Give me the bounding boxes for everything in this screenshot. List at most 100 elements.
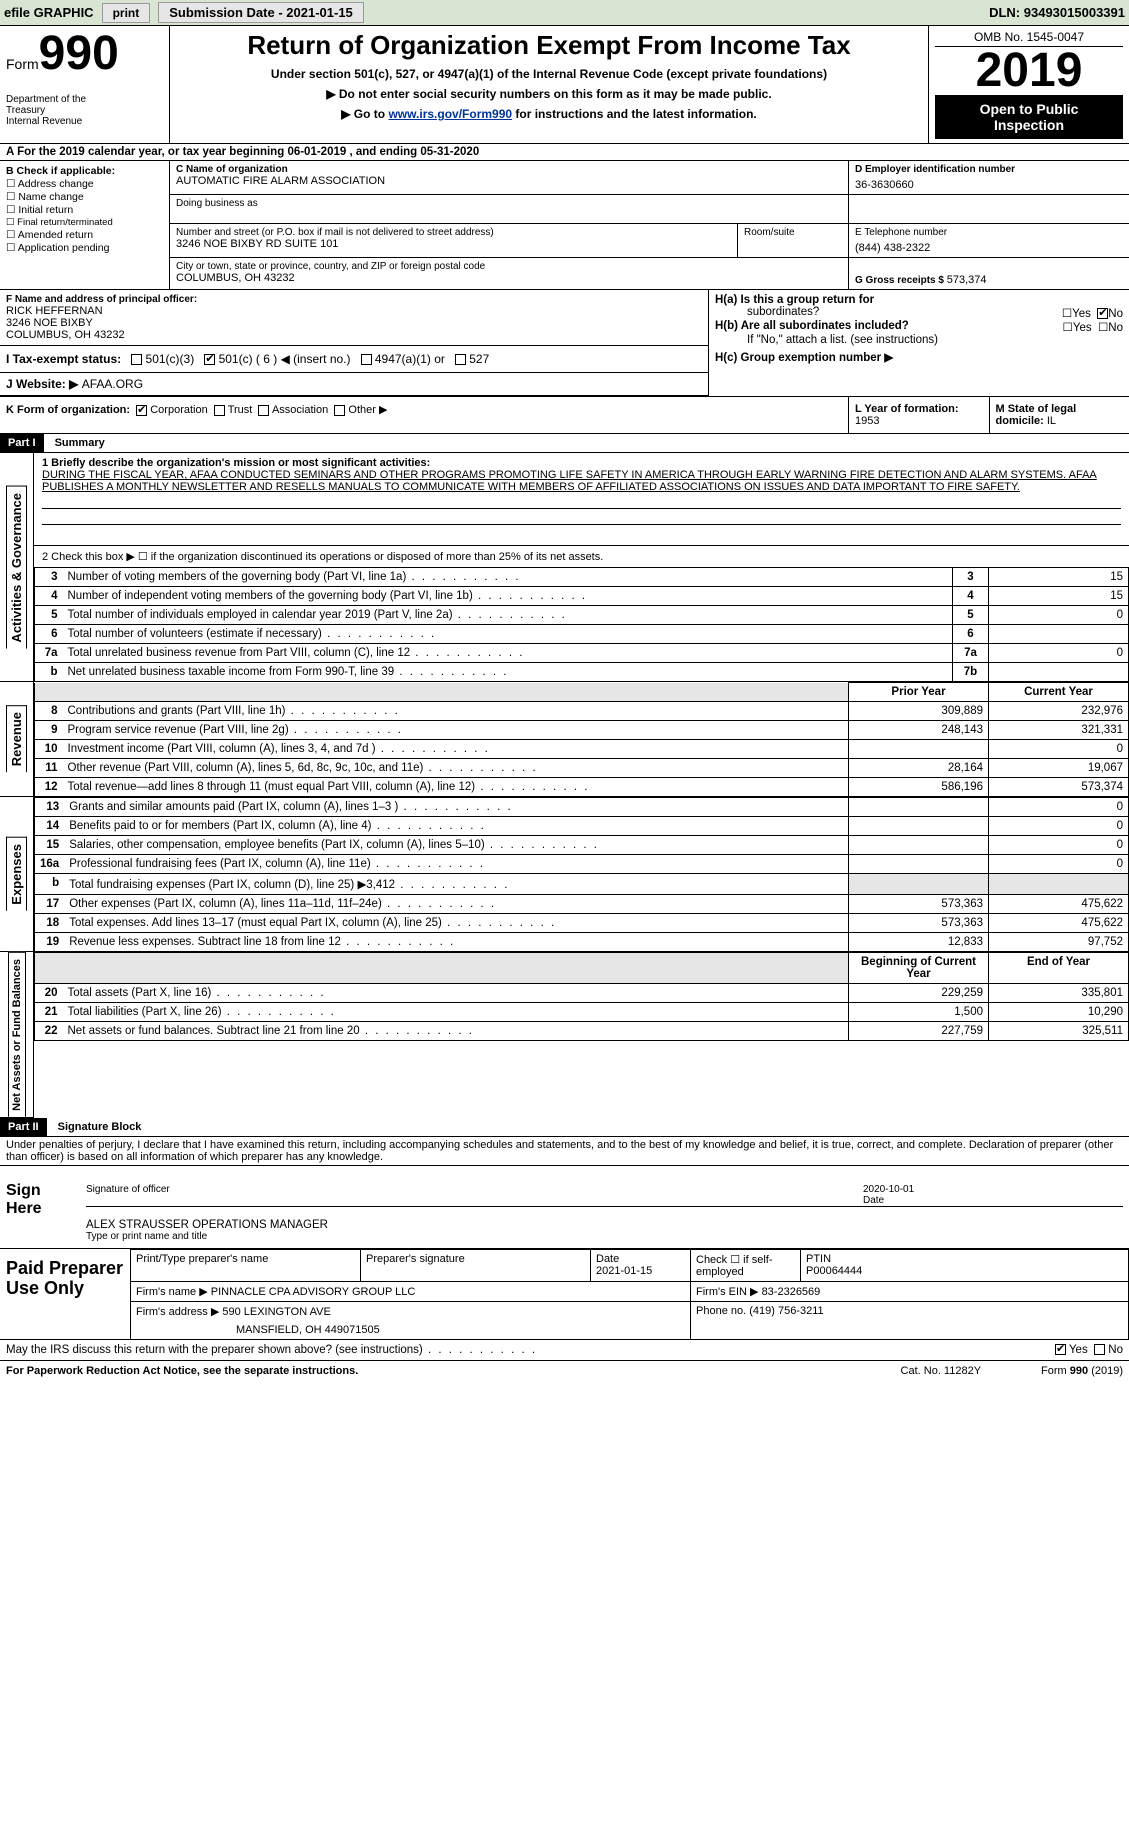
room-suite-lbl: Room/suite <box>744 227 842 238</box>
mission-block: 1 Briefly describe the organization's mi… <box>34 453 1129 546</box>
left-fij: F Name and address of principal officer:… <box>0 290 709 396</box>
subtitle: Under section 501(c), 527, or 4947(a)(1)… <box>176 67 922 81</box>
blocks-bcdefg: B Check if applicable: ☐ Address change … <box>0 161 1129 290</box>
col-current: Current Year <box>989 683 1129 702</box>
part1-header: Part I Summary <box>0 434 1129 453</box>
print-button[interactable]: print <box>102 3 151 23</box>
dept-line: Department of the <box>6 94 163 105</box>
telephone: (844) 438-2322 <box>855 242 1123 254</box>
revenue-section: Revenue Prior Year Current Year 8Contrib… <box>0 682 1129 797</box>
line-2: 2 Check this box ▶ ☐ if the organization… <box>34 546 1129 567</box>
expenses-table: 13Grants and similar amounts paid (Part … <box>34 797 1129 952</box>
tax-year: 2019 <box>935 47 1123 95</box>
part2-header: Part II Signature Block <box>0 1118 1129 1137</box>
side-revenue: Revenue <box>6 705 27 772</box>
netassets-table: Beginning of Current Year End of Year 20… <box>34 952 1129 1041</box>
block-b: B Check if applicable: ☐ Address change … <box>0 161 170 289</box>
dept-line: Internal Revenue <box>6 116 163 127</box>
col-prior: Prior Year <box>849 683 989 702</box>
city: COLUMBUS, OH 43232 <box>176 272 842 284</box>
block-f: F Name and address of principal officer:… <box>0 290 708 346</box>
cb-501c[interactable] <box>204 354 215 365</box>
discuss-line: May the IRS discuss this return with the… <box>0 1340 1129 1361</box>
block-b-title: B Check if applicable: <box>6 165 163 177</box>
sign-here-block: Sign Here Signature of officer 2020-10-0… <box>0 1166 1129 1249</box>
ein: 36-3630660 <box>855 179 1123 191</box>
firm-phone: (419) 756-3211 <box>749 1305 823 1317</box>
officer-typed-name: ALEX STRAUSSER OPERATIONS MANAGER <box>86 1219 328 1231</box>
side-expenses: Expenses <box>6 837 27 911</box>
firm-name: PINNACLE CPA ADVISORY GROUP LLC <box>211 1286 416 1298</box>
cb-trust[interactable] <box>214 405 225 416</box>
cb-address-change[interactable]: ☐ Address change <box>6 178 163 190</box>
block-klm: K Form of organization: Corporation Trus… <box>0 397 1129 434</box>
firm-ein: 83-2326569 <box>762 1286 821 1298</box>
form-number: 990 <box>39 27 119 80</box>
cb-final-return[interactable]: ☐ Final return/terminated <box>6 217 163 228</box>
form-word: Form <box>6 56 39 72</box>
cb-discuss-no[interactable] <box>1094 1344 1105 1355</box>
paid-preparer-label: Paid Preparer Use Only <box>0 1249 130 1339</box>
side-netassets: Net Assets or Fund Balances <box>8 952 26 1117</box>
block-d: D Employer identification number 36-3630… <box>849 161 1129 194</box>
cb-discuss-yes[interactable] <box>1055 1344 1066 1355</box>
netassets-section: Net Assets or Fund Balances Beginning of… <box>0 952 1129 1118</box>
subtitle: ▶ Do not enter social security numbers o… <box>176 87 922 101</box>
side-activities: Activities & Governance <box>6 486 27 649</box>
block-c-city: City or town, state or province, country… <box>170 258 849 289</box>
page-footer: For Paperwork Reduction Act Notice, see … <box>0 1361 1129 1381</box>
org-name: AUTOMATIC FIRE ALARM ASSOCIATION <box>176 175 842 187</box>
form-title: Return of Organization Exempt From Incom… <box>176 30 922 61</box>
block-e: E Telephone number (844) 438-2322 <box>849 224 1129 257</box>
block-k: K Form of organization: Corporation Trus… <box>0 397 849 433</box>
gross-receipts: 573,374 <box>947 274 987 286</box>
cb-amended[interactable]: ☐ Amended return <box>6 229 163 241</box>
block-j: J Website: ▶ AFAA.ORG <box>0 373 708 396</box>
section-a-taxyear: A For the 2019 calendar year, or tax yea… <box>0 144 1129 161</box>
block-l: L Year of formation: 1953 <box>849 397 990 433</box>
submission-date-box: Submission Date - 2021-01-15 <box>158 2 364 23</box>
open-to-public: Open to PublicInspection <box>935 95 1123 139</box>
prep-selfemp: Check ☐ if self-employed <box>691 1249 801 1281</box>
prep-name-lbl: Print/Type preparer's name <box>131 1249 361 1281</box>
cb-527[interactable] <box>455 354 466 365</box>
block-m: M State of legal domicile: IL <box>990 397 1129 433</box>
goto-line: ▶ Go to www.irs.gov/Form990 for instruct… <box>176 107 922 121</box>
expenses-section: Expenses 13Grants and similar amounts pa… <box>0 797 1129 952</box>
cb-name-change[interactable]: ☐ Name change <box>6 191 163 203</box>
efile-label: efile GRAPHIC <box>4 5 94 20</box>
cb-initial-return[interactable]: ☐ Initial return <box>6 204 163 216</box>
sig-date: 2020-10-01 <box>863 1184 914 1195</box>
irs-link[interactable]: www.irs.gov/Form990 <box>388 107 512 121</box>
dln: DLN: 93493015003391 <box>989 5 1125 20</box>
efile-bar: efile GRAPHIC print Submission Date - 20… <box>0 0 1129 26</box>
cb-corp[interactable] <box>136 405 147 416</box>
sign-here-label: Sign Here <box>0 1166 80 1248</box>
cb-501c3[interactable] <box>131 354 142 365</box>
cb-4947[interactable] <box>361 354 372 365</box>
cb-application-pending[interactable]: ☐ Application pending <box>6 242 163 254</box>
form-header: Form990 Department of the Treasury Inter… <box>0 26 1129 144</box>
sig-officer-lbl: Signature of officer <box>86 1184 863 1206</box>
block-i: I Tax-exempt status: 501(c)(3) 501(c) ( … <box>0 346 708 373</box>
officer-name: RICK HEFFERNAN <box>6 305 702 317</box>
firm-addr: 590 LEXINGTON AVE <box>222 1306 330 1318</box>
block-c-name: C Name of organization AUTOMATIC FIRE AL… <box>170 161 849 194</box>
block-c-dba: Doing business as <box>170 195 849 223</box>
cb-other[interactable] <box>334 405 345 416</box>
block-g: G Gross receipts $ 573,374 <box>849 258 1129 289</box>
paid-preparer-block: Paid Preparer Use Only Print/Type prepar… <box>0 1249 1129 1340</box>
website: AFAA.ORG <box>82 377 143 391</box>
ptin: P00064444 <box>806 1265 862 1277</box>
cb-assoc[interactable] <box>258 405 269 416</box>
governance-table: 3Number of voting members of the governi… <box>34 567 1129 682</box>
revenue-table: Prior Year Current Year 8Contributions a… <box>34 682 1129 797</box>
activities-governance: Activities & Governance 1 Briefly descri… <box>0 453 1129 682</box>
mission-text: DURING THE FISCAL YEAR, AFAA CONDUCTED S… <box>42 469 1121 493</box>
block-c-street: Number and street (or P.O. box if mail i… <box>170 224 849 257</box>
prep-date: 2021-01-15 <box>596 1265 652 1277</box>
cb-ha-no[interactable] <box>1097 308 1108 319</box>
block-h: H(a) Is this a group return for subordin… <box>709 290 1129 396</box>
prep-sig-lbl: Preparer's signature <box>361 1249 591 1281</box>
dept-line: Treasury <box>6 105 163 116</box>
